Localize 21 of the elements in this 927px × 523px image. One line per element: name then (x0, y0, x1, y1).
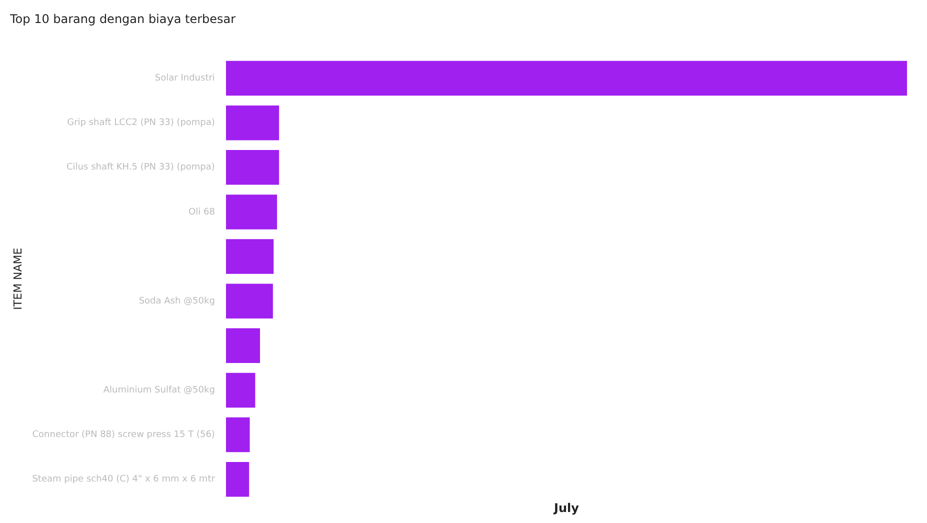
y-tick-label: Steam pipe sch40 (C) 4" x 6 mm x 6 mtr (32, 474, 216, 485)
bar (226, 60, 907, 96)
y-tick-label: Aluminium Sulfat @50kg (103, 386, 215, 396)
y-tick-label: Cilus shaft KH.5 (PN 33) (pompa) (66, 162, 215, 173)
y-axis-title: ITEM NAME (11, 248, 24, 310)
bar (226, 417, 250, 452)
bar (226, 150, 280, 185)
x-axis-title: July (552, 500, 580, 515)
bar (226, 239, 274, 274)
bar (226, 328, 260, 364)
y-tick-label: Grip shaft LCC2 (PN 33) (pompa) (67, 118, 215, 128)
y-tick-label: Soda Ash @50kg (138, 296, 215, 306)
y-tick-label: Solar Industri (154, 74, 215, 84)
bar (226, 194, 278, 230)
bar (226, 105, 280, 140)
y-tick-label: Connector (PN 88) screw press 15 T (56) (32, 430, 215, 440)
bar (226, 284, 273, 318)
bar (226, 462, 250, 497)
y-tick-label: Oli 68 (188, 207, 216, 218)
text: Top 10 barang dengan biaya terbesar (9, 11, 237, 28)
bar (226, 372, 256, 408)
